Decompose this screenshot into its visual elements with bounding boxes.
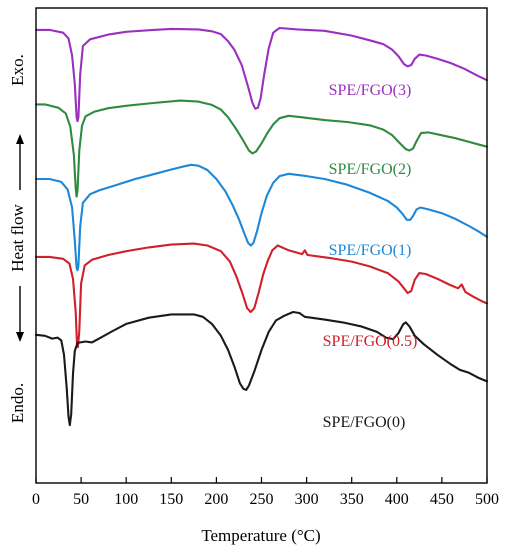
curves-layer: [34, 26, 489, 427]
exo-label: Exo.: [8, 54, 27, 86]
endo-label: Endo.: [8, 383, 27, 423]
x-tick-label-50: 50: [73, 491, 89, 508]
x-tick-label-400: 400: [385, 491, 409, 508]
series-labels-layer: SPE/FGO(3) SPE/FGO(2) SPE/FGO(1) SPE/FGO(0.…: [323, 82, 418, 431]
series-line-1: [34, 99, 489, 198]
series-line-4: [34, 310, 489, 427]
x-tick-label-450: 450: [430, 491, 454, 508]
series-label-0: SPE/FGO(3): [329, 82, 412, 99]
x-tick-label-200: 200: [204, 491, 228, 508]
series-label-3: SPE/FGO(0.5): [323, 333, 418, 350]
series-line-2: [34, 163, 489, 272]
series-label-2: SPE/FGO(1): [329, 242, 412, 259]
x-tick-label-150: 150: [159, 491, 183, 508]
x-tick-label-0: 0: [32, 491, 40, 508]
x-tick-label-500: 500: [475, 491, 499, 508]
y-axis-annotation: Exo. Endo. Heat flow: [8, 54, 27, 423]
arrow-up-head: [16, 134, 24, 144]
series-line-3: [34, 242, 489, 349]
x-tick-label-250: 250: [250, 491, 274, 508]
ticks-layer: 0 50 100 150 200 250 300 350 400 450 500: [32, 477, 499, 508]
y-axis-label: Heat flow: [8, 204, 27, 272]
plot-frame: [35, 7, 488, 484]
series-label-1: SPE/FGO(2): [329, 161, 412, 178]
x-tick-label-300: 300: [295, 491, 319, 508]
x-tick-label-100: 100: [114, 491, 138, 508]
x-axis-label: Temperature (°C): [201, 526, 320, 545]
series-label-4: SPE/FGO(0): [323, 414, 406, 431]
x-tick-label-350: 350: [340, 491, 364, 508]
arrow-down-head: [16, 332, 24, 342]
series-line-0: [34, 26, 489, 123]
axes-layer: [35, 7, 488, 484]
